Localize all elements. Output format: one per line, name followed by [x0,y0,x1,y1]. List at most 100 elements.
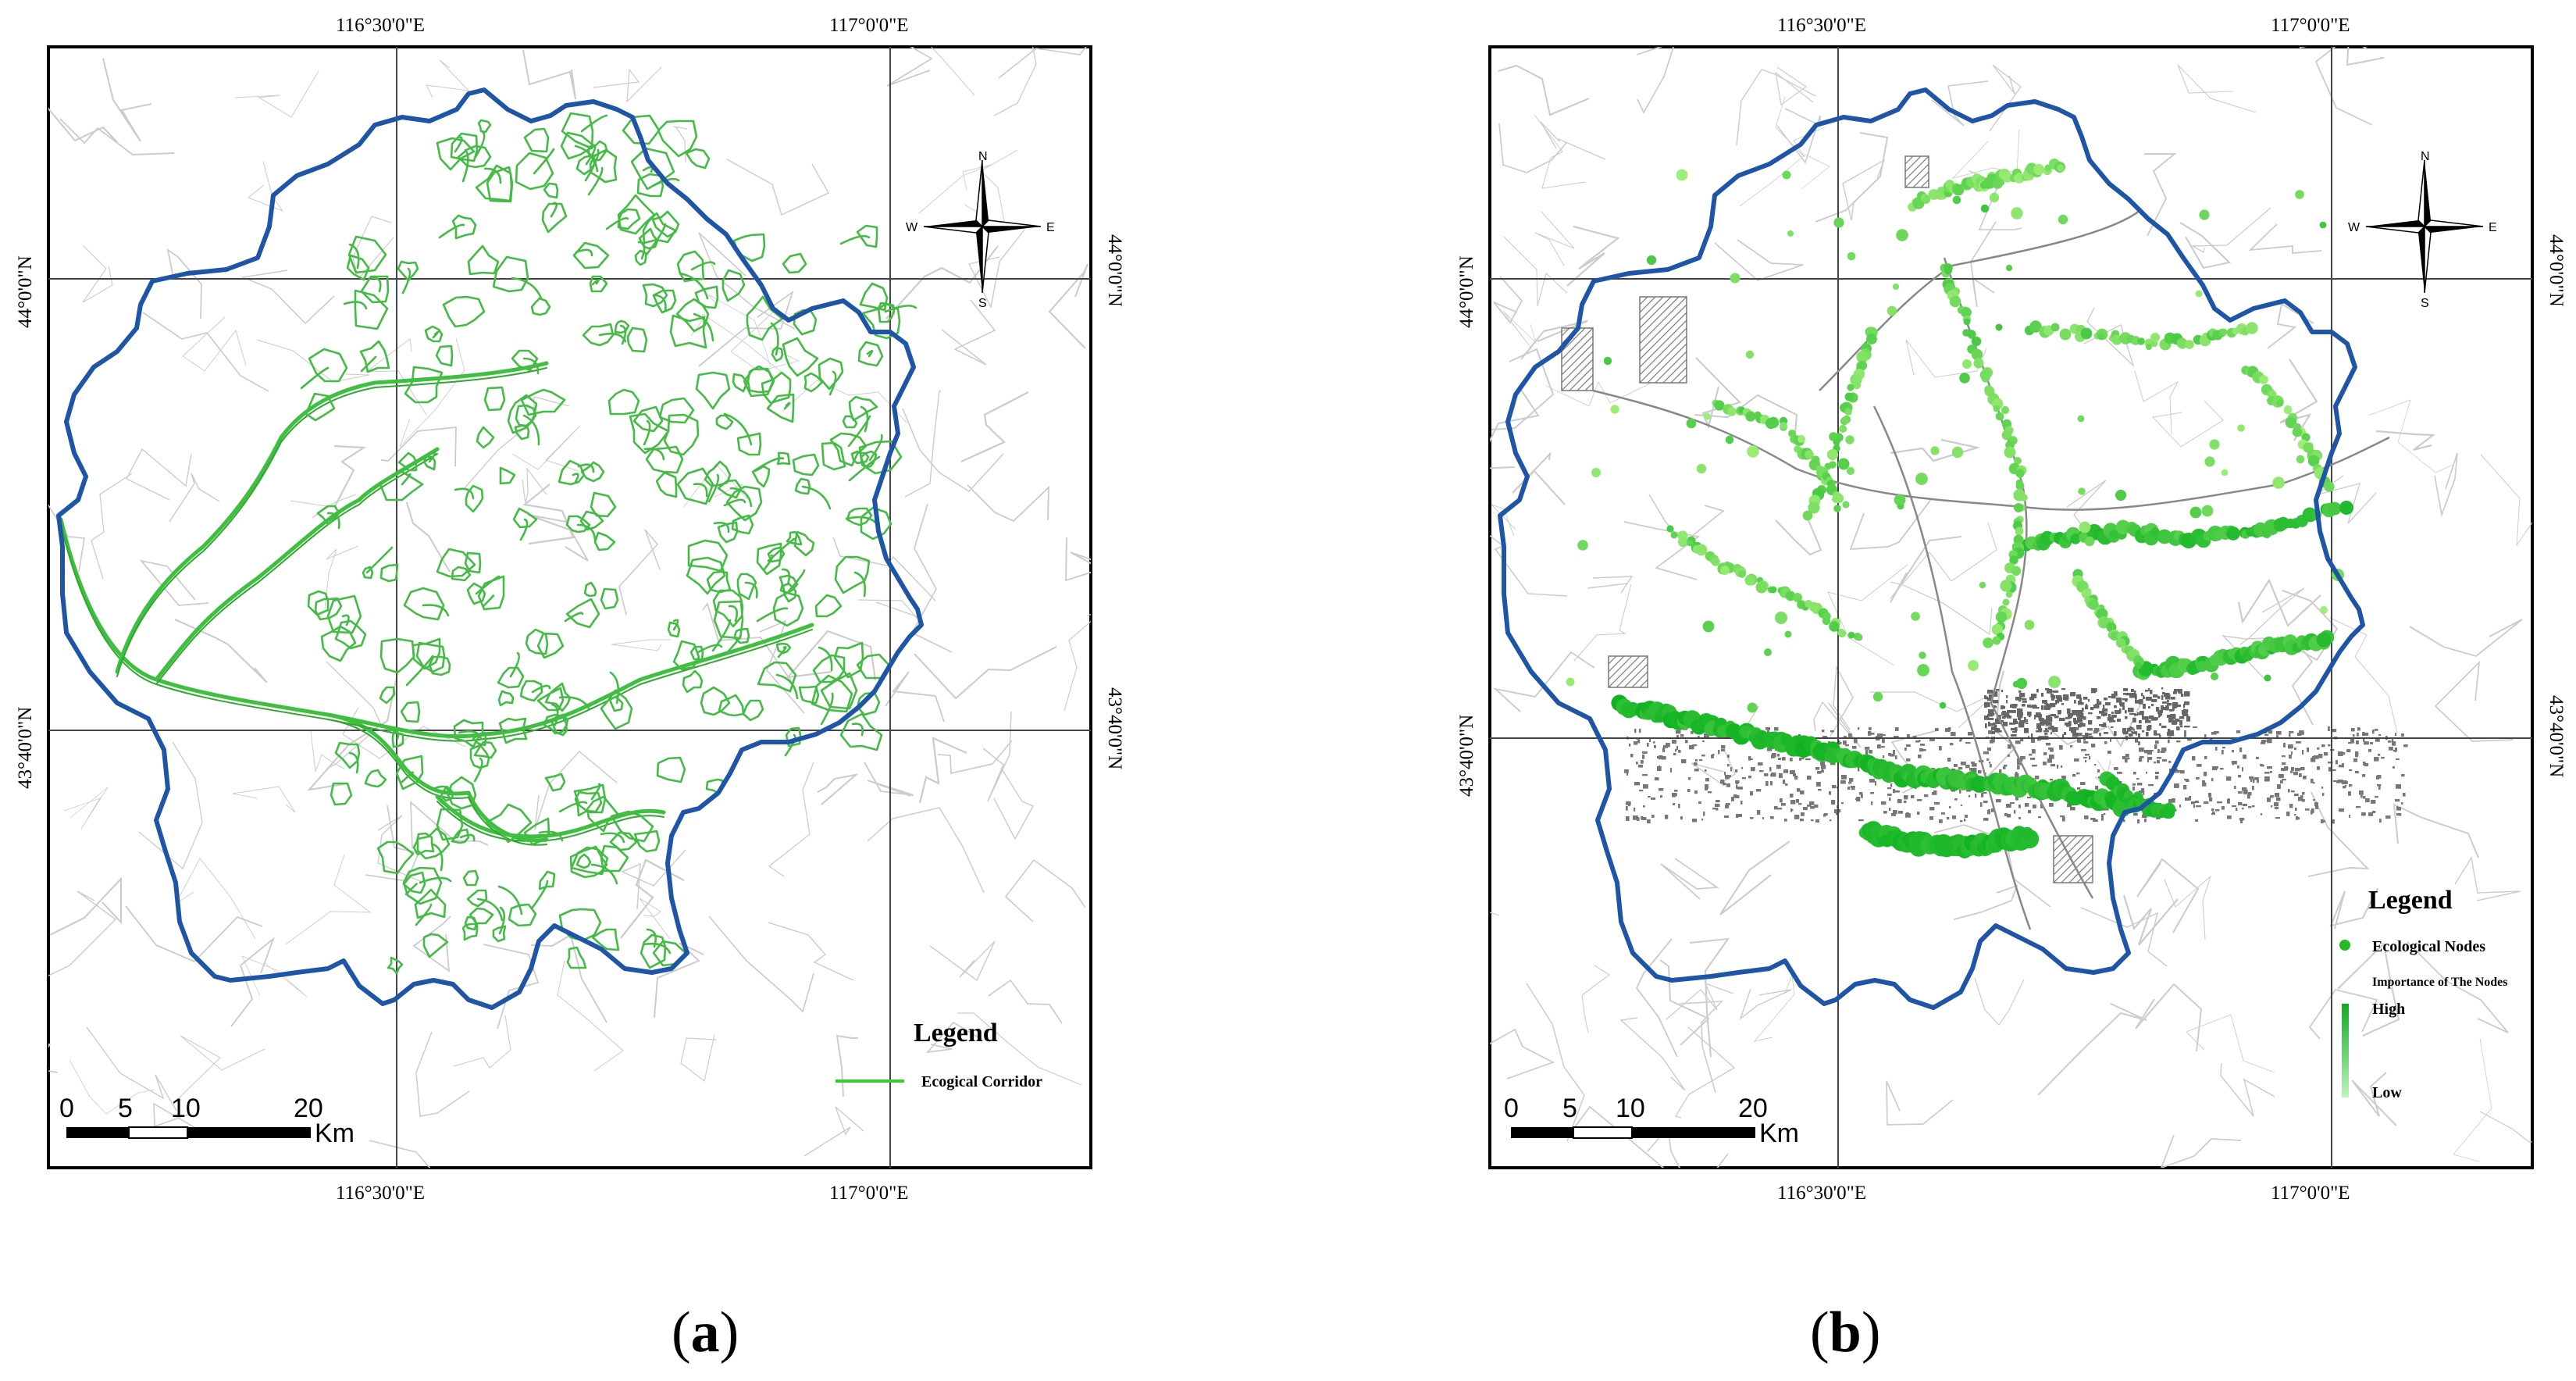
corridor-link [428,451,436,463]
basemap-line [673,126,688,163]
basemap-line [139,559,209,606]
urban-patch [2036,713,2038,717]
urban-patch [1934,802,1940,805]
hatch-line [1639,296,1648,305]
urban-patch [2077,738,2082,743]
corridor-patch [607,388,640,416]
urban-patch [1818,789,1822,791]
ecological-node [1840,416,1849,426]
urban-patch [2236,730,2241,733]
ecological-node [1847,252,1856,261]
ecological-node [2011,207,2023,219]
corridor-patch [566,946,587,969]
ecological-node [1833,217,1844,228]
top-lon-label: 117°0'0"E [2271,15,2350,36]
basemap-line [63,787,109,830]
urban-patch [1917,799,1922,801]
urban-patch [2080,711,2083,715]
corridor-patch [467,244,500,276]
urban-patch [2401,733,2404,737]
basemap-line [2190,207,2271,254]
basemap-line [914,646,1057,700]
corridor-link [851,723,864,737]
corridor-link [370,277,382,293]
basemap-line [102,58,152,142]
basemap-line [232,786,296,813]
basemap-line [48,504,85,573]
basemap-line [1492,651,1595,712]
corridor-link [693,483,708,498]
hatch-line [1623,663,1648,688]
urban-patch [2034,715,2036,719]
basemap-line [1619,1017,1686,1091]
urban-patch [2001,720,2004,723]
urban-patch [2001,705,2004,709]
urban-patch [2215,747,2218,751]
corridor-patch [767,546,786,563]
urban-patch [2141,788,2145,793]
urban-patch [2058,698,2063,702]
corridor-patch [634,249,647,266]
urban-patch [2040,722,2045,726]
basemap-line [1065,537,1091,582]
urban-patch [2027,712,2032,716]
corridor-link [584,148,600,182]
ecological-node [1577,540,1588,551]
urban-patch [2046,718,2050,723]
corridor-link [365,546,394,574]
urban-patch [2400,813,2402,816]
urban-patch [2083,697,2088,700]
hatch-line [1639,296,1672,329]
panel-caption-b: (b) [1810,1301,1880,1365]
basemap-line [867,807,985,894]
corridor-link [580,114,608,133]
urban-patch [2193,726,2197,728]
ecological-node [2264,674,2271,682]
corridor-patch [492,255,529,293]
corridor-patch [461,922,479,941]
urban-patch [1993,700,1999,704]
corridor-patch [447,776,477,810]
urban-patch [2004,765,2008,767]
urban-patch [2395,799,2400,802]
hatch-line [1639,312,1687,360]
left-lat-label: 44°0'0"N [1456,255,1477,328]
urban-patch [1865,747,1870,750]
ecological-node [2137,337,2145,345]
urban-patch [1678,804,1680,808]
urban-patch [2067,708,2071,714]
basemap-line [593,66,662,103]
corridor-patch [733,627,750,644]
corridor-patch [397,260,419,282]
corridor-link [711,619,732,652]
urban-patch [1675,749,1677,752]
urban-patch [2090,818,2096,820]
urban-patch [2167,732,2169,735]
urban-patch [1989,694,1993,700]
urban-patch [2282,755,2286,758]
urban-patch [2161,708,2163,713]
ecological-node [1686,539,1694,547]
urban-patch [2167,700,2169,703]
urban-patch [1983,751,1989,755]
corridor-patch [511,349,539,372]
urban-patch [1869,750,1872,754]
basemap-line [885,671,945,723]
corridor-patch [391,730,404,748]
urban-patch [2256,757,2259,759]
corridor-patch [453,719,484,748]
basemap-line [702,602,793,683]
urban-patch [2050,703,2056,708]
urban-patch [2345,785,2347,787]
ecological-node [1919,651,1926,659]
basemap-line [1004,858,1086,922]
corridor-link [522,357,540,375]
basemap-line [620,858,685,939]
basemap-line [248,161,284,212]
urban-patch [2172,798,2175,803]
urban-patch [2046,743,2051,746]
urban-patch [2104,813,2106,815]
urban-patch [1693,744,1698,747]
basemap-line [707,294,771,368]
urban-patch [1805,758,1811,761]
